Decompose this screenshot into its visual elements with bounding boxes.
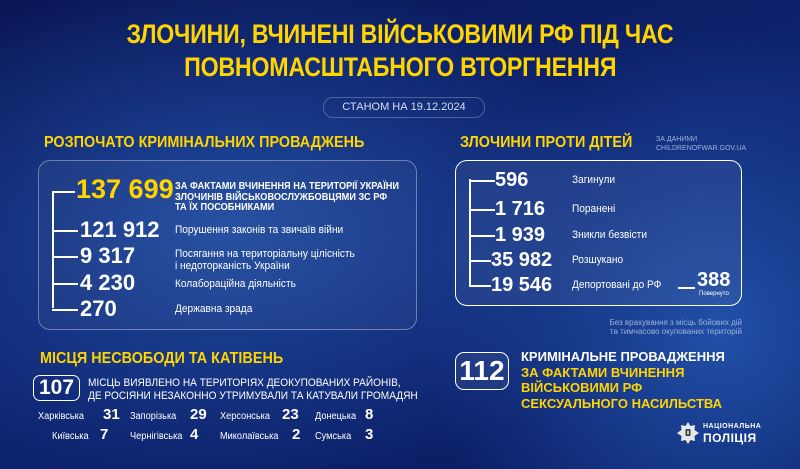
criminal-label: Державна зрада bbox=[175, 303, 253, 315]
criminal-heading: РОЗПОЧАТО КРИМІНАЛЬНИХ ПРОВАДЖЕНЬ bbox=[44, 134, 365, 151]
children-panel bbox=[455, 160, 742, 306]
children-value: 19 546 bbox=[491, 274, 553, 296]
children-source: ЗА ДАНИМИ CHILDRENOFWAR.GOV.UA bbox=[656, 136, 747, 152]
children-heading: ЗЛОЧИНИ ПРОТИ ДІТЕЙ bbox=[460, 134, 633, 151]
region-value: 31 bbox=[103, 406, 120, 423]
region-value: 8 bbox=[365, 406, 374, 423]
children-value: 1 939 bbox=[495, 224, 546, 246]
sexual-count: 112 bbox=[455, 352, 509, 390]
region-value: 23 bbox=[282, 406, 299, 423]
returned-label: Повернуто bbox=[699, 291, 729, 297]
region-name: Миколаївська bbox=[220, 431, 279, 442]
region-name: Чернігівська bbox=[130, 431, 183, 442]
children-label: Розшукано bbox=[572, 254, 624, 266]
region-value: 7 bbox=[100, 426, 109, 443]
criminal-value: 121 912 bbox=[80, 217, 160, 242]
bracket-tick bbox=[469, 209, 495, 211]
criminal-panel bbox=[38, 160, 417, 330]
criminal-value: 270 bbox=[80, 296, 117, 321]
criminal-value: 137 699 bbox=[76, 174, 174, 204]
page-title: ЗЛОЧИНИ, ВЧИНЕНІ ВІЙСЬКОВИМИ РФ ПІД ЧАС … bbox=[126, 19, 674, 82]
region-value: 4 bbox=[190, 426, 199, 443]
criminal-label: ЗА ФАКТАМИ ВЧИНЕННЯ НА ТЕРИТОРІЇ УКРАЇНИ… bbox=[175, 181, 399, 213]
torture-count: 107 bbox=[33, 375, 80, 401]
torture-text: МІСЦЬ ВИЯВЛЕНО НА ТЕРИТОРІЯХ ДЕОКУПОВАНИ… bbox=[88, 377, 418, 402]
bracket-line bbox=[52, 191, 54, 308]
region-name: Донецька bbox=[315, 411, 357, 422]
region-name: Сумська bbox=[315, 431, 352, 442]
criminal-label: Посягання на територіальну цілісність і н… bbox=[175, 248, 355, 272]
children-label: Зникли безвісти bbox=[572, 229, 647, 241]
bracket-tick bbox=[52, 191, 75, 193]
returned-value: 388 bbox=[697, 269, 731, 291]
region-value: 2 bbox=[292, 426, 301, 443]
region-value: 3 bbox=[365, 426, 374, 443]
criminal-label: Колабораційна діяльність bbox=[175, 278, 296, 290]
region-name: Запорізька bbox=[130, 411, 177, 422]
criminal-value: 9 317 bbox=[80, 243, 136, 268]
torture-heading: МІСЦЯ НЕСВОБОДИ ТА КАТІВЕНЬ bbox=[40, 350, 284, 367]
bracket-tick bbox=[52, 230, 78, 232]
logo-line2: ПОЛІЦІЯ bbox=[703, 431, 757, 445]
bracket-tick bbox=[469, 180, 495, 182]
criminal-label: Порушення законів та звичаїв війни bbox=[175, 224, 344, 236]
bracket-tick bbox=[52, 256, 78, 258]
region-name: Харківська bbox=[38, 411, 84, 422]
region-name: Херсонська bbox=[220, 411, 271, 422]
bracket-line bbox=[469, 179, 471, 286]
bracket-tick bbox=[469, 235, 495, 237]
children-value: 596 bbox=[495, 169, 529, 191]
children-label: Загинули bbox=[572, 174, 616, 186]
sexual-text: КРИМІНАЛЬНЕ ПРОВАДЖЕННЯ ЗА ФАКТАМИ ВЧИНЕ… bbox=[521, 349, 725, 411]
bracket-tick bbox=[52, 283, 78, 285]
criminal-value: 4 230 bbox=[80, 270, 136, 295]
region-value: 29 bbox=[190, 406, 207, 423]
police-star-icon bbox=[677, 422, 699, 444]
children-value: 35 982 bbox=[491, 249, 553, 271]
bracket-tick bbox=[469, 285, 491, 287]
bracket-tick bbox=[52, 309, 78, 311]
region-name: Київська bbox=[52, 431, 89, 442]
children-label: Депортовані до РФ bbox=[572, 279, 662, 291]
children-note: Без врахування з місць бойових дій та тим… bbox=[609, 318, 742, 336]
connector-line bbox=[678, 287, 695, 289]
logo-line1: НАЦІОНАЛЬНА bbox=[703, 423, 762, 430]
children-label: Поранені bbox=[572, 203, 616, 215]
date-badge: СТАНОМ НА 19.12.2024 bbox=[323, 97, 485, 118]
children-value: 1 716 bbox=[495, 198, 546, 220]
bracket-tick bbox=[469, 260, 491, 262]
